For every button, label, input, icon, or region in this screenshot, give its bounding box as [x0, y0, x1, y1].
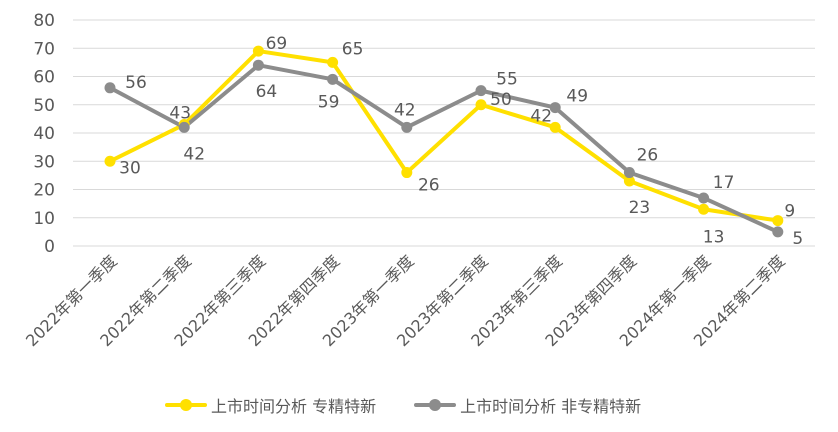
data-point[interactable] [698, 192, 710, 204]
data-label: 42 [530, 106, 552, 126]
data-label: 43 [169, 104, 191, 124]
data-label: 42 [394, 100, 416, 120]
y-tick-label: 30 [33, 152, 55, 172]
legend-item-fei-zhuanjing[interactable]: 上市时间分析 非专精特新 [414, 393, 641, 417]
data-point[interactable] [549, 121, 561, 133]
y-tick-label: 20 [33, 181, 55, 201]
data-point[interactable] [104, 155, 116, 167]
data-label: 30 [119, 158, 141, 178]
data-point[interactable] [475, 85, 487, 97]
data-point[interactable] [401, 121, 413, 133]
y-tick-label: 70 [33, 39, 55, 59]
y-tick-label: 60 [33, 68, 55, 88]
y-tick-label: 40 [33, 124, 55, 144]
legend-label: 上市时间分析 非专精特新 [460, 397, 642, 416]
data-point[interactable] [327, 73, 339, 85]
data-label: 9 [784, 202, 795, 222]
legend-label: 上市时间分析 专精特新 [211, 397, 377, 416]
data-label: 55 [496, 70, 518, 90]
data-point[interactable] [623, 167, 635, 179]
y-tick-label: 10 [33, 209, 55, 229]
data-label: 56 [125, 73, 147, 93]
data-label: 26 [418, 176, 440, 196]
data-point[interactable] [475, 99, 487, 111]
data-label: 49 [566, 87, 588, 107]
data-point[interactable] [698, 203, 710, 215]
data-label: 64 [256, 82, 278, 102]
y-tick-label: 50 [33, 96, 55, 116]
legend-marker [165, 399, 207, 411]
data-label: 69 [266, 34, 288, 54]
plot-area: 010203040506070802022年第一季度2022年第二季度2022年… [22, 11, 815, 350]
data-point[interactable] [549, 102, 561, 114]
data-point[interactable] [178, 121, 190, 133]
data-label: 5 [792, 229, 803, 249]
data-label: 23 [629, 198, 651, 218]
data-point[interactable] [327, 56, 339, 68]
data-label: 17 [713, 173, 735, 193]
data-point[interactable] [623, 175, 635, 187]
legend-item-zhuanjing[interactable]: 上市时间分析 专精特新 [165, 393, 376, 417]
legend: 上市时间分析 专精特新 上市时间分析 非专精特新 [165, 393, 641, 417]
data-point[interactable] [104, 82, 116, 94]
y-tick-label: 0 [44, 237, 55, 257]
data-point[interactable] [252, 59, 264, 71]
data-label: 65 [342, 39, 364, 59]
data-label: 26 [637, 146, 659, 166]
data-label: 13 [703, 227, 725, 247]
data-point[interactable] [401, 167, 413, 179]
legend-marker [414, 399, 457, 411]
data-point[interactable] [772, 215, 784, 227]
data-point[interactable] [772, 226, 784, 238]
series-line [109, 63, 779, 234]
data-label: 42 [183, 144, 205, 164]
data-point[interactable] [252, 45, 264, 57]
data-label: 59 [318, 92, 340, 112]
data-label: 50 [490, 90, 512, 110]
series-line [109, 49, 779, 223]
y-tick-label: 80 [33, 11, 55, 31]
